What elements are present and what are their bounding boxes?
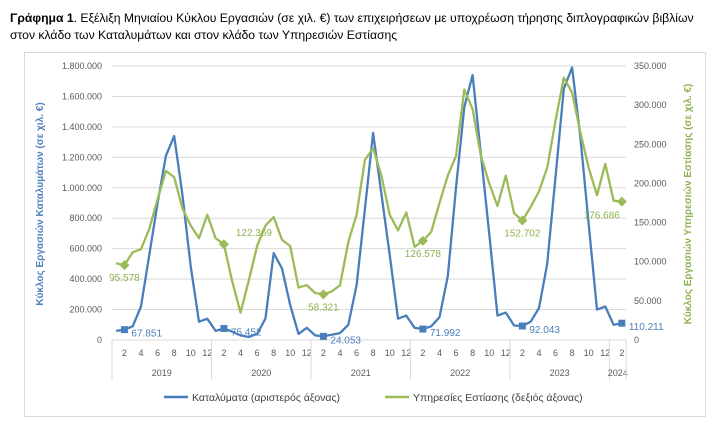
left-tick-label: 400.000	[69, 274, 102, 284]
marker-food-services	[417, 235, 428, 246]
month-tick-label: 4	[536, 348, 541, 358]
marker-food-services	[318, 289, 329, 300]
month-tick-label: 2	[122, 348, 127, 358]
left-tick-label: 1.800.000	[62, 61, 102, 71]
right-tick-label: 50.000	[634, 296, 662, 306]
month-tick-label: 6	[354, 348, 359, 358]
year-label: 2021	[351, 368, 371, 378]
month-tick-label: 8	[371, 348, 376, 358]
series-markers	[119, 196, 627, 340]
year-label: 2020	[251, 368, 271, 378]
marker-accommodation	[419, 325, 427, 333]
series-line-accommodation	[115, 66, 623, 339]
marker-food-services	[119, 260, 130, 271]
marker-accommodation	[618, 319, 626, 327]
right-axis-ticks: 0 50.000 100.000 150.000 200.000 250.000 300.0…	[634, 61, 667, 345]
right-tick-label: 300.000	[634, 100, 667, 110]
data-label-accommodation: 24.053	[330, 335, 361, 346]
data-label-food-services: 58.321	[308, 302, 339, 313]
month-tick-label: 6	[454, 348, 459, 358]
data-label-accommodation: 67.851	[131, 329, 162, 340]
data-label-food-services: 122.369	[236, 228, 273, 239]
legend-label-left: Καταλύματα (αριστερός άξονας)	[192, 392, 340, 404]
month-tick-label: 12	[202, 348, 212, 358]
legend-label-right: Υπηρεσίες Εστίασης (δεξιός άξονας)	[413, 392, 583, 404]
year-label: 2019	[152, 368, 172, 378]
data-label-accommodation: 110.211	[629, 322, 664, 333]
month-tick-label: 4	[437, 348, 442, 358]
month-tick-label: 8	[470, 348, 475, 358]
month-tick-label: 12	[600, 348, 610, 358]
month-tick-label: 10	[186, 348, 196, 358]
left-tick-label: 1.000.000	[62, 183, 102, 193]
data-label-accommodation: 92.043	[529, 325, 560, 336]
month-tick-label: 4	[139, 348, 144, 358]
marker-accommodation	[319, 332, 327, 340]
left-tick-label: 1.200.000	[62, 152, 102, 162]
month-tick-label: 6	[255, 348, 260, 358]
chart-frame	[24, 52, 706, 417]
left-axis-ticks: 0 200.000 400.000 600.000 800.000 1.000.000 1.…	[62, 61, 102, 345]
gridlines	[112, 65, 626, 341]
left-tick-label: 1.600.000	[62, 91, 102, 101]
month-tick-label: 10	[484, 348, 494, 358]
marker-accommodation	[120, 326, 128, 334]
x-axis-ticks: 2 4 6 8 10 12 2 4 6 8 10 12 2 4 6 8 10 12 2 4 6 8 10 12 2 4 6 8 10 12…	[111, 340, 628, 380]
month-tick-label: 8	[570, 348, 575, 358]
left-tick-label: 800.000	[69, 213, 102, 223]
data-labels: 67.851 75.452 24.053 71.992 92.043 110.211 95.…	[109, 211, 664, 347]
month-tick-label: 2	[520, 348, 525, 358]
right-tick-label: 150.000	[634, 218, 667, 228]
data-label-food-services: 152.702	[504, 228, 541, 239]
month-tick-label: 8	[172, 348, 177, 358]
right-tick-label: 250.000	[634, 139, 667, 149]
month-tick-label: 12	[501, 348, 511, 358]
right-axis-label: Κύκλος Εργασιών Υπηρεσιών Εστίασης (σε χ…	[683, 84, 694, 325]
left-tick-label: 600.000	[69, 244, 102, 254]
chart-caption: Γράφημα 1. Εξέλιξη Μηνιαίου Κύκλου Εργασ…	[10, 10, 710, 44]
caption-prefix: Γράφημα 1	[10, 11, 74, 25]
right-tick-label: 350.000	[634, 61, 667, 71]
month-tick-label: 6	[155, 348, 160, 358]
right-tick-label: 0	[634, 335, 639, 345]
data-label-accommodation: 71.992	[430, 328, 461, 339]
marker-food-services	[218, 239, 229, 250]
month-tick-label: 6	[553, 348, 558, 358]
marker-accommodation	[220, 325, 228, 333]
month-tick-label: 8	[271, 348, 276, 358]
right-tick-label: 100.000	[634, 257, 667, 267]
left-tick-label: 1.400.000	[62, 122, 102, 132]
legend: Καταλύματα (αριστερός άξονας) Υπηρεσίες …	[164, 392, 583, 404]
month-tick-label: 10	[584, 348, 594, 358]
marker-food-services	[517, 215, 528, 226]
caption-text: . Εξέλιξη Μηνιαίου Κύκλου Εργασιών (σε χ…	[10, 11, 694, 42]
year-label: 2023	[550, 368, 570, 378]
right-tick-label: 200.000	[634, 178, 667, 188]
month-tick-label: 10	[385, 348, 395, 358]
series-line-food-services	[115, 76, 623, 314]
data-label-food-services: 126.578	[405, 249, 442, 260]
month-tick-label: 2	[221, 348, 226, 358]
month-tick-label: 2	[619, 348, 624, 358]
left-tick-label: 200.000	[69, 305, 102, 315]
month-tick-label: 2	[420, 348, 425, 358]
month-tick-label: 12	[302, 348, 312, 358]
data-label-food-services: 176.686	[584, 211, 621, 222]
left-tick-label: 0	[97, 335, 102, 345]
data-label-accommodation: 75.452	[231, 328, 262, 339]
year-label: 2024	[608, 368, 628, 378]
left-axis-label: Κύκλος Εργασιών Καταλυμάτων (σε χιλ. €)	[35, 102, 46, 305]
series-lines	[115, 66, 623, 339]
month-tick-label: 2	[321, 348, 326, 358]
month-tick-label: 10	[285, 348, 295, 358]
month-tick-label: 12	[401, 348, 411, 358]
month-tick-label: 4	[238, 348, 243, 358]
marker-accommodation	[518, 322, 526, 330]
year-label: 2022	[450, 368, 470, 378]
month-tick-label: 4	[337, 348, 342, 358]
data-label-food-services: 95.578	[109, 273, 140, 284]
marker-food-services	[616, 196, 627, 207]
